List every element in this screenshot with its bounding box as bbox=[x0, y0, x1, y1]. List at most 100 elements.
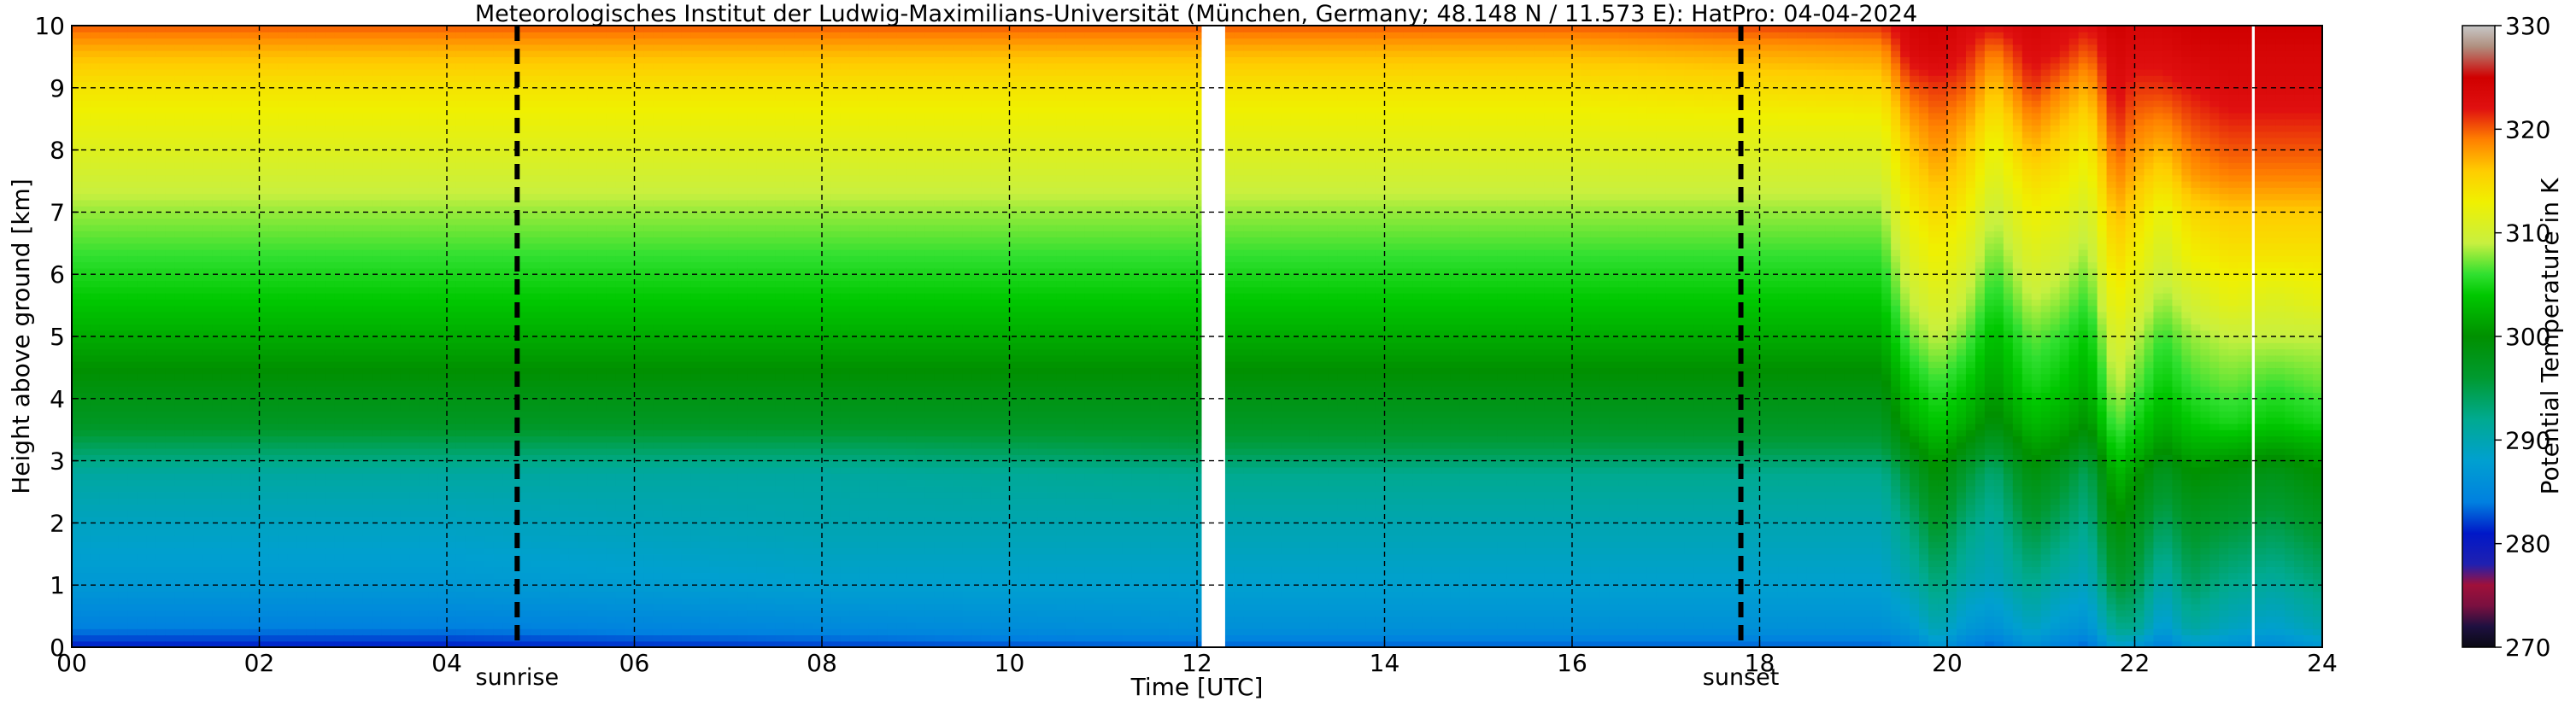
heatmap-cell bbox=[119, 237, 129, 244]
heatmap-cell bbox=[138, 168, 148, 175]
heatmap-cell bbox=[503, 361, 513, 368]
heatmap-cell bbox=[409, 88, 420, 95]
heatmap-cell bbox=[372, 26, 382, 32]
heatmap-cell bbox=[81, 75, 91, 82]
heatmap-cell bbox=[381, 374, 391, 381]
heatmap-cell bbox=[119, 442, 129, 449]
heatmap-cell bbox=[260, 554, 270, 561]
heatmap-cell bbox=[296, 262, 307, 269]
heatmap-cell bbox=[268, 479, 279, 486]
heatmap-cell bbox=[81, 255, 91, 262]
heatmap-cell bbox=[513, 181, 523, 188]
heatmap-cell bbox=[194, 324, 204, 330]
heatmap-cell bbox=[166, 44, 176, 51]
heatmap-cell bbox=[437, 312, 448, 318]
heatmap-cell bbox=[372, 399, 382, 406]
heatmap-cell bbox=[156, 628, 167, 635]
heatmap-cell bbox=[513, 88, 523, 95]
heatmap-cell bbox=[409, 622, 420, 629]
heatmap-cell bbox=[260, 113, 270, 120]
heatmap-cell bbox=[175, 467, 185, 474]
heatmap-cell bbox=[250, 566, 261, 573]
heatmap-cell bbox=[484, 237, 495, 244]
heatmap-cell bbox=[185, 249, 195, 256]
heatmap-cell bbox=[372, 548, 382, 555]
heatmap-cell bbox=[260, 492, 270, 499]
heatmap-cell bbox=[147, 535, 157, 542]
heatmap-cell bbox=[128, 175, 138, 182]
heatmap-cell bbox=[278, 367, 288, 374]
heatmap-cell bbox=[213, 137, 223, 144]
heatmap-cell bbox=[381, 461, 391, 468]
heatmap-cell bbox=[325, 156, 335, 163]
heatmap-cell bbox=[400, 418, 410, 424]
heatmap-cell bbox=[484, 560, 495, 567]
heatmap-cell bbox=[194, 336, 204, 343]
heatmap-cell bbox=[278, 342, 288, 349]
heatmap-cell bbox=[296, 505, 307, 511]
heatmap-cell bbox=[156, 107, 167, 114]
heatmap-cell bbox=[147, 411, 157, 418]
heatmap-cell bbox=[400, 125, 410, 131]
heatmap-cell bbox=[147, 150, 157, 157]
heatmap-cell bbox=[362, 94, 373, 101]
heatmap-cell bbox=[241, 175, 251, 182]
heatmap-cell bbox=[503, 219, 513, 225]
heatmap-cell bbox=[475, 399, 485, 406]
heatmap-cell bbox=[278, 380, 288, 387]
heatmap-cell bbox=[72, 448, 82, 455]
heatmap-cell bbox=[325, 219, 335, 225]
heatmap-cell bbox=[503, 473, 513, 480]
heatmap-cell bbox=[203, 231, 214, 237]
heatmap-cell bbox=[437, 361, 448, 368]
heatmap-cell bbox=[503, 125, 513, 131]
heatmap-cell bbox=[213, 634, 223, 641]
heatmap-cell bbox=[91, 405, 101, 412]
heatmap-cell bbox=[390, 604, 401, 611]
heatmap-cell bbox=[494, 44, 504, 51]
heatmap-cell bbox=[522, 131, 532, 138]
heatmap-cell bbox=[325, 610, 335, 616]
heatmap-cell bbox=[119, 249, 129, 256]
heatmap-cell bbox=[119, 349, 129, 356]
heatmap-cell bbox=[466, 113, 476, 120]
heatmap-cell bbox=[268, 280, 279, 287]
heatmap-cell bbox=[531, 237, 542, 244]
heatmap-cell bbox=[138, 156, 148, 163]
heatmap-cell bbox=[166, 168, 176, 175]
heatmap-cell bbox=[241, 32, 251, 38]
heatmap-cell bbox=[287, 280, 297, 287]
heatmap-cell bbox=[128, 44, 138, 51]
heatmap-cell bbox=[381, 113, 391, 120]
heatmap-cell bbox=[400, 212, 410, 219]
heatmap-cell bbox=[138, 44, 148, 51]
heatmap-cell bbox=[343, 554, 354, 561]
heatmap-cell bbox=[175, 318, 185, 324]
heatmap-cell bbox=[232, 634, 242, 641]
heatmap-cell bbox=[419, 523, 429, 529]
heatmap-cell bbox=[72, 280, 82, 287]
heatmap-cell bbox=[166, 26, 176, 32]
heatmap-cell bbox=[494, 243, 504, 250]
heatmap-cell bbox=[138, 50, 148, 57]
heatmap-cell bbox=[503, 56, 513, 63]
heatmap-cell bbox=[503, 50, 513, 57]
heatmap-cell bbox=[494, 349, 504, 356]
heatmap-cell bbox=[175, 535, 185, 542]
heatmap-cell bbox=[390, 424, 401, 430]
heatmap-cell bbox=[503, 523, 513, 529]
heatmap-cell bbox=[353, 529, 363, 536]
heatmap-cell bbox=[268, 418, 279, 424]
heatmap-cell bbox=[119, 380, 129, 387]
heatmap-cell bbox=[437, 324, 448, 330]
heatmap-cell bbox=[437, 505, 448, 511]
heatmap-cell bbox=[437, 94, 448, 101]
heatmap-cell bbox=[381, 274, 391, 281]
heatmap-cell bbox=[81, 50, 91, 57]
heatmap-cell bbox=[437, 560, 448, 567]
heatmap-cell bbox=[447, 100, 457, 107]
heatmap-cell bbox=[447, 38, 457, 45]
heatmap-cell bbox=[138, 610, 148, 616]
heatmap-cell bbox=[250, 435, 261, 442]
heatmap-cell bbox=[466, 63, 476, 70]
